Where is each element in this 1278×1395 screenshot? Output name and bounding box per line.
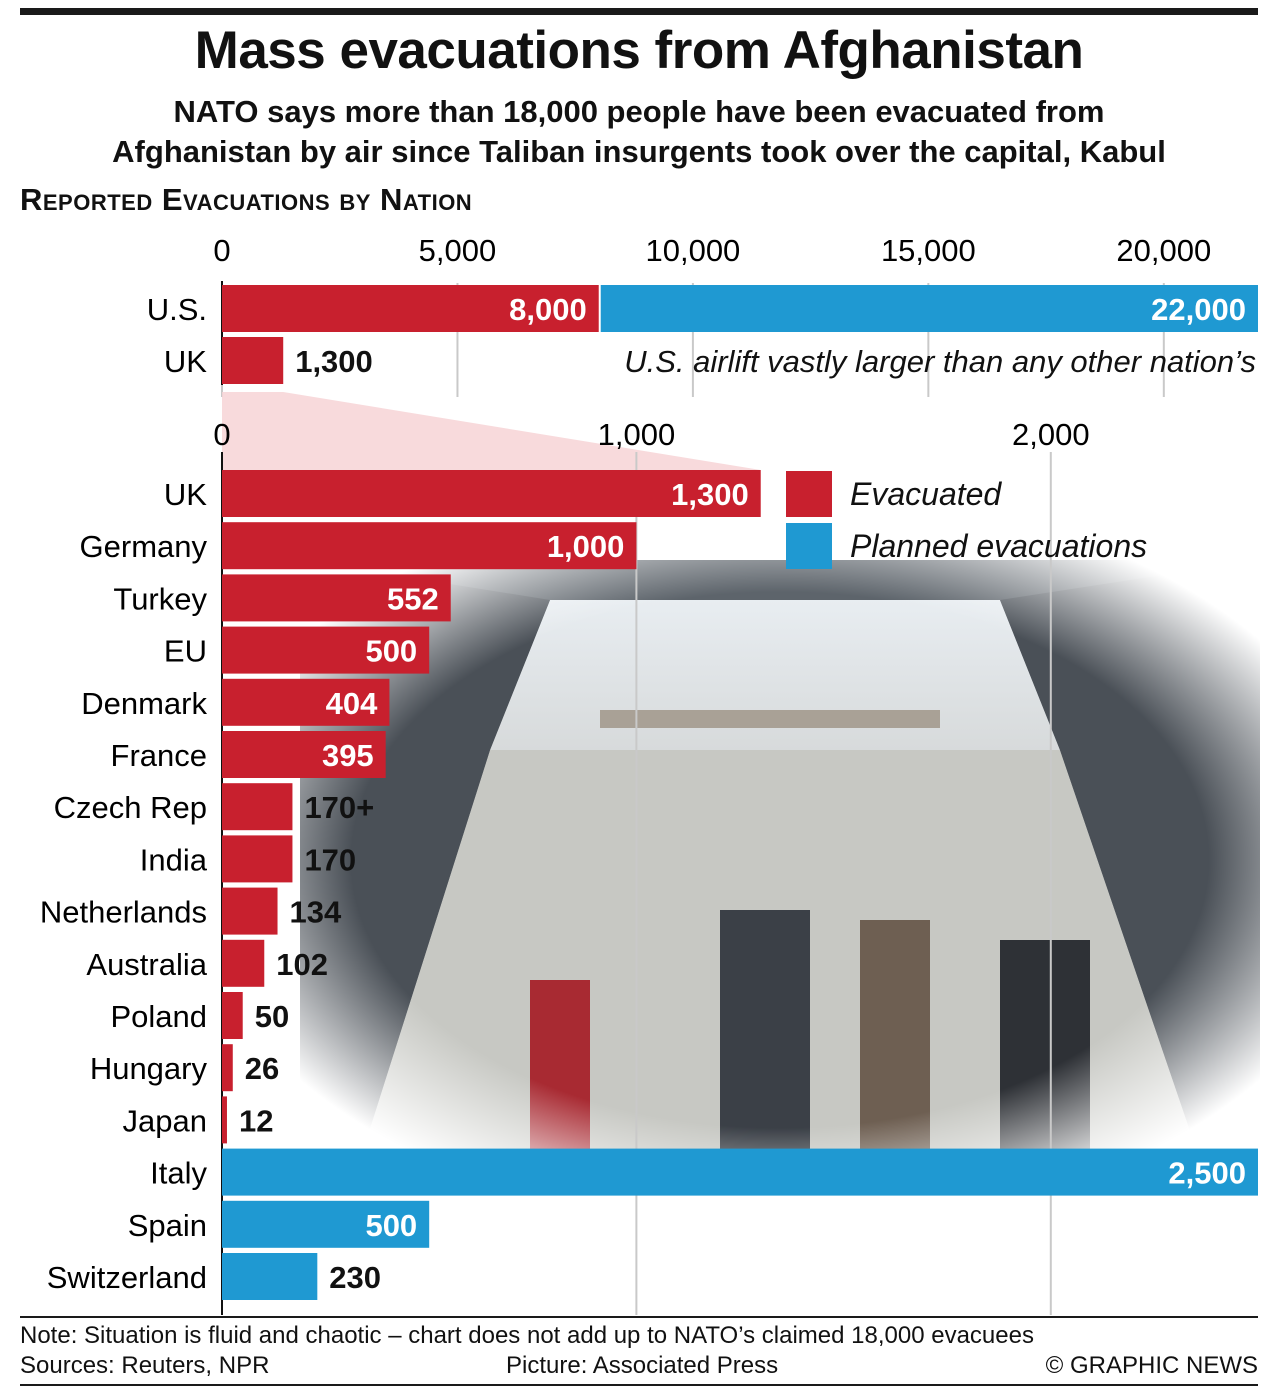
top-category-label-u-s: U.S. (147, 292, 207, 327)
top-value-label-evacuated-uk: 1,300 (295, 344, 373, 379)
sources: Sources: Reuters, NPR (20, 1352, 270, 1379)
category-label-australia: Australia (86, 947, 207, 982)
bar-eu (222, 626, 430, 674)
section-heading: Reported Evacuations by Nation (20, 182, 473, 217)
value-label-czech-rep: 170+ (304, 790, 374, 825)
subtitle-line-1: NATO says more than 18,000 people have b… (173, 94, 1105, 129)
bottom-x-tick-label-0: 0 (213, 417, 230, 452)
category-label-germany: Germany (80, 529, 208, 564)
legend-swatch-evacuated (786, 471, 832, 517)
category-label-czech-rep: Czech Rep (54, 790, 207, 825)
bar-poland (222, 992, 243, 1039)
zoom-connector (222, 392, 761, 470)
value-label-france: 395 (322, 738, 374, 773)
legend-item-evacuated: Evacuated (786, 470, 1147, 518)
us-uk-chart: 0 5,000 10,000 15,000 20,000 U.S. 8,000 22,000 U… (147, 233, 1258, 397)
bar-czech-rep (222, 783, 293, 831)
bar-germany (222, 522, 637, 570)
picture-credit: Picture: Associated Press (506, 1352, 779, 1379)
bar-australia (222, 939, 265, 987)
category-label-poland: Poland (110, 999, 207, 1034)
category-label-italy: Italy (150, 1156, 207, 1191)
value-label-eu: 500 (365, 634, 417, 669)
category-label-denmark: Denmark (81, 686, 207, 721)
bottom-rule (20, 1384, 1258, 1386)
bottom-x-tick-label-1: 1,000 (598, 417, 676, 452)
footnote: Note: Situation is fluid and chaotic – c… (20, 1322, 1034, 1349)
copyright: © GRAPHIC NEWS (1045, 1352, 1258, 1379)
category-label-eu: EU (164, 634, 207, 669)
bar-hungary (222, 1044, 233, 1092)
value-label-india: 170 (304, 842, 356, 877)
subtitle-line-2: Afghanistan by air since Taliban insurge… (112, 134, 1166, 169)
category-label-netherlands: Netherlands (40, 895, 207, 930)
footer-rule (20, 1316, 1258, 1318)
top-x-tick-label-3: 15,000 (881, 233, 976, 268)
bar-japan (222, 1096, 227, 1144)
top-x-tick-label-1: 5,000 (419, 233, 497, 268)
category-label-india: India (140, 842, 208, 877)
bar-switzerland (222, 1253, 318, 1300)
legend: Evacuated Planned evacuations (786, 470, 1147, 574)
category-label-japan: Japan (123, 1103, 207, 1138)
top-x-tick-label-0: 0 (213, 233, 230, 268)
bar-netherlands (222, 887, 278, 935)
category-label-france: France (111, 738, 207, 773)
bar-italy (222, 1148, 1258, 1196)
page-title: Mass evacuations from Afghanistan (194, 21, 1084, 80)
top-bar-planned-u-s (600, 285, 1258, 332)
bar-spain (222, 1200, 430, 1248)
airlift-annotation: U.S. airlift vastly larger than any othe… (624, 344, 1256, 379)
value-label-germany: 1,000 (547, 529, 625, 564)
top-x-tick-label-4: 20,000 (1116, 233, 1211, 268)
category-label-spain: Spain (128, 1208, 207, 1243)
value-label-turkey: 552 (387, 581, 439, 616)
top-rule (20, 8, 1258, 15)
bar-denmark (222, 678, 390, 726)
value-label-denmark: 404 (326, 686, 378, 721)
bar-france (222, 731, 386, 778)
value-label-spain: 500 (365, 1208, 417, 1243)
top-bar-evacuated-u-s (222, 285, 599, 332)
value-label-poland: 50 (255, 999, 289, 1034)
category-label-switzerland: Switzerland (47, 1260, 207, 1295)
bar-india (222, 835, 293, 883)
value-label-switzerland: 230 (329, 1260, 381, 1295)
legend-item-planned: Planned evacuations (786, 522, 1147, 570)
top-value-label-planned-u-s: 22,000 (1151, 292, 1246, 327)
legend-label-planned: Planned evacuations (850, 527, 1148, 564)
bottom-x-tick-label-2: 2,000 (1012, 417, 1090, 452)
nations-chart: 0 1,000 2,000 UK 1,300 Germany 1,000 Turkey 552 E… (40, 392, 1258, 1315)
category-label-hungary: Hungary (90, 1051, 208, 1086)
aircraft-cargo-bay-illustration (300, 560, 1260, 1160)
bar-turkey (222, 574, 451, 622)
bar-uk (222, 470, 761, 517)
value-label-japan: 12 (239, 1103, 273, 1138)
top-value-label-evacuated-u-s: 8,000 (509, 292, 587, 327)
value-label-netherlands: 134 (290, 895, 342, 930)
category-label-turkey: Turkey (113, 581, 207, 616)
legend-label-evacuated: Evacuated (850, 475, 1002, 512)
evacuation-photo (300, 560, 1260, 1160)
value-label-hungary: 26 (245, 1051, 279, 1086)
value-label-uk: 1,300 (671, 477, 749, 512)
value-label-australia: 102 (276, 947, 328, 982)
top-x-tick-label-2: 10,000 (645, 233, 740, 268)
category-label-uk: UK (164, 477, 207, 512)
top-bar-evacuated-uk (222, 337, 284, 384)
legend-swatch-planned (786, 523, 832, 569)
value-label-italy: 2,500 (1168, 1156, 1246, 1191)
top-category-label-uk: UK (164, 344, 207, 379)
